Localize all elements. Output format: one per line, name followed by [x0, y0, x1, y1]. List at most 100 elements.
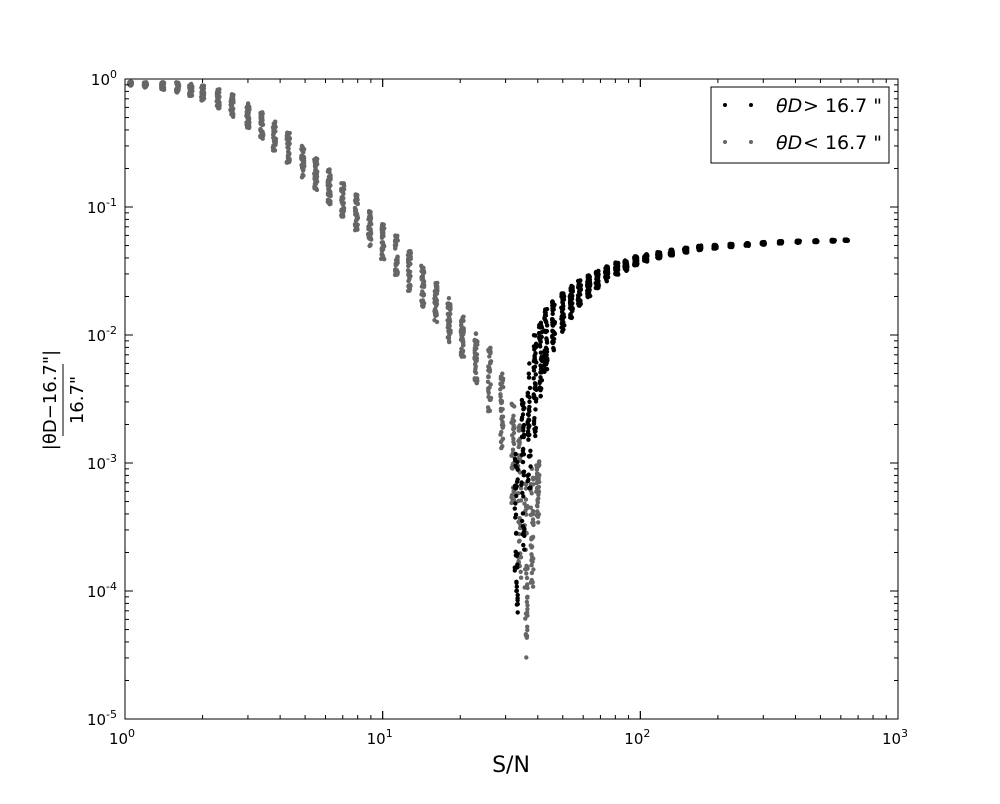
point-below-threshold	[534, 467, 540, 472]
point-below-threshold	[531, 556, 536, 561]
point-below-threshold	[499, 398, 505, 404]
point-below-threshold	[487, 395, 492, 401]
point-below-threshold	[339, 207, 344, 212]
point-above-threshold	[544, 338, 549, 343]
tick-labels: 100 101 102 103 100 10-1 10-2 10-3 10-4 10-5	[87, 68, 908, 748]
point-above-threshold	[577, 302, 582, 307]
point-above-threshold	[559, 321, 564, 326]
point-below-threshold	[528, 512, 533, 518]
point-below-threshold	[499, 445, 504, 451]
point-below-threshold	[458, 329, 464, 335]
point-below-threshold	[174, 90, 180, 95]
point-above-threshold	[526, 371, 531, 376]
point-below-threshold	[529, 563, 534, 568]
point-below-threshold	[498, 376, 503, 381]
legend-marker-below-1	[723, 140, 727, 144]
point-above-threshold	[595, 285, 600, 290]
point-below-threshold	[315, 169, 320, 174]
point-below-threshold	[525, 624, 530, 629]
point-below-threshold	[509, 466, 515, 471]
point-below-threshold	[529, 552, 534, 557]
point-below-threshold	[510, 420, 515, 426]
point-below-threshold	[536, 484, 542, 490]
point-below-threshold	[472, 356, 477, 361]
point-above-threshold	[545, 356, 550, 361]
point-below-threshold	[535, 497, 540, 503]
legend-symbol-above: θD	[776, 95, 802, 117]
point-below-threshold	[260, 122, 266, 127]
point-below-threshold	[525, 603, 530, 608]
point-above-threshold	[796, 240, 801, 245]
point-below-threshold	[529, 570, 535, 576]
point-below-threshold	[189, 93, 195, 98]
point-above-threshold	[567, 301, 573, 306]
point-below-threshold	[230, 113, 235, 118]
point-above-threshold	[520, 511, 526, 516]
point-below-threshold	[271, 138, 277, 143]
point-below-threshold	[518, 569, 523, 574]
point-below-threshold	[380, 224, 385, 229]
point-below-threshold	[217, 94, 222, 99]
point-below-threshold	[459, 322, 464, 327]
point-above-threshold	[559, 292, 564, 297]
point-below-threshold	[485, 379, 491, 384]
point-above-threshold	[515, 565, 520, 570]
point-below-threshold	[522, 501, 527, 506]
point-below-threshold	[217, 87, 222, 92]
point-below-threshold	[524, 575, 530, 581]
point-below-threshold	[313, 182, 318, 187]
point-below-threshold	[530, 509, 536, 514]
point-below-threshold	[419, 298, 424, 303]
point-below-threshold	[355, 201, 360, 206]
point-below-threshold	[486, 364, 491, 369]
point-below-threshold	[537, 479, 542, 485]
x-tick-label: 103	[882, 727, 908, 748]
point-above-threshold	[528, 464, 533, 469]
point-above-threshold	[537, 322, 542, 328]
point-above-threshold	[538, 344, 543, 349]
point-above-threshold	[569, 306, 575, 312]
point-above-threshold	[533, 425, 539, 431]
point-below-threshold	[525, 606, 530, 612]
point-below-threshold	[510, 402, 515, 408]
point-below-threshold	[525, 610, 530, 615]
point-above-threshold	[526, 425, 531, 431]
point-above-threshold	[531, 344, 537, 349]
point-below-threshold	[460, 350, 465, 355]
point-above-threshold	[576, 285, 581, 290]
point-above-threshold	[595, 278, 600, 283]
point-above-threshold	[550, 339, 555, 344]
point-below-threshold	[523, 486, 529, 491]
point-below-threshold	[516, 559, 521, 564]
point-above-threshold	[670, 250, 675, 256]
legend: θD > 16.7 " θD < 16.7 "	[710, 86, 890, 164]
y-tick-label: 100	[91, 68, 117, 89]
point-above-threshold	[531, 376, 536, 381]
point-below-threshold	[394, 268, 399, 273]
point-below-threshold	[498, 408, 504, 414]
point-below-threshold	[339, 213, 344, 219]
point-above-threshold	[550, 333, 555, 339]
point-below-threshold	[534, 489, 539, 494]
point-below-threshold	[368, 214, 373, 219]
point-above-threshold	[570, 293, 575, 298]
point-below-threshold	[355, 222, 360, 227]
point-below-threshold	[379, 235, 385, 240]
point-below-threshold	[518, 486, 524, 491]
point-below-threshold	[446, 296, 452, 301]
point-below-threshold	[176, 84, 181, 89]
point-below-threshold	[511, 436, 516, 441]
point-below-threshold	[525, 585, 530, 591]
point-above-threshold	[623, 266, 628, 271]
point-above-threshold	[526, 433, 531, 438]
point-above-threshold	[521, 422, 527, 428]
point-above-threshold	[570, 284, 575, 289]
point-above-threshold	[528, 448, 533, 453]
point-below-threshold	[258, 128, 264, 133]
point-above-threshold	[560, 329, 565, 334]
point-above-threshold	[531, 368, 537, 373]
point-below-threshold	[339, 181, 344, 186]
point-above-threshold	[519, 434, 525, 439]
point-below-threshold	[498, 392, 503, 397]
